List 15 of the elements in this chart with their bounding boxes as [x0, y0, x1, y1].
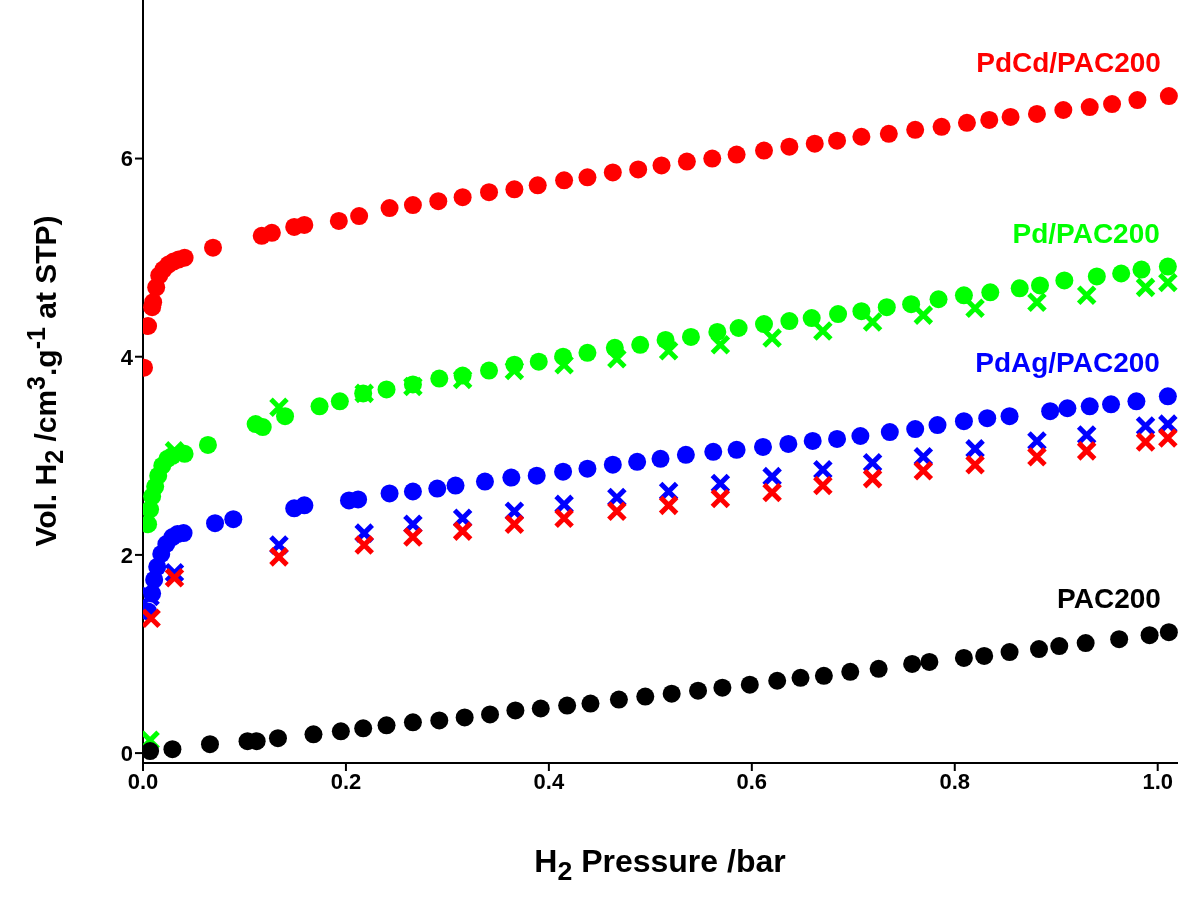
series-label: PdAg/PAC200: [975, 347, 1160, 379]
x-tick-label: 1.0: [1142, 768, 1173, 794]
x-axis-title: H$_{2}$ Pressure /bar: [534, 843, 786, 887]
x-tick-label: 0.8: [939, 768, 971, 794]
y-tick-label: 2: [120, 542, 133, 568]
series-label: PAC200: [1057, 583, 1161, 615]
x-tick-label: 0.6: [736, 768, 768, 794]
series-label: Pd/PAC200: [1012, 217, 1160, 249]
x-tick-label: 0.2: [330, 768, 362, 794]
y-tick-label: 0: [120, 740, 133, 766]
x-tick-label: 0.4: [533, 768, 565, 794]
x-tick-label: 0.0: [127, 768, 159, 794]
series-label: PdCd/PAC200: [976, 47, 1161, 79]
y-tick-label: 4: [120, 344, 134, 370]
y-tick-label: 6: [120, 146, 133, 172]
